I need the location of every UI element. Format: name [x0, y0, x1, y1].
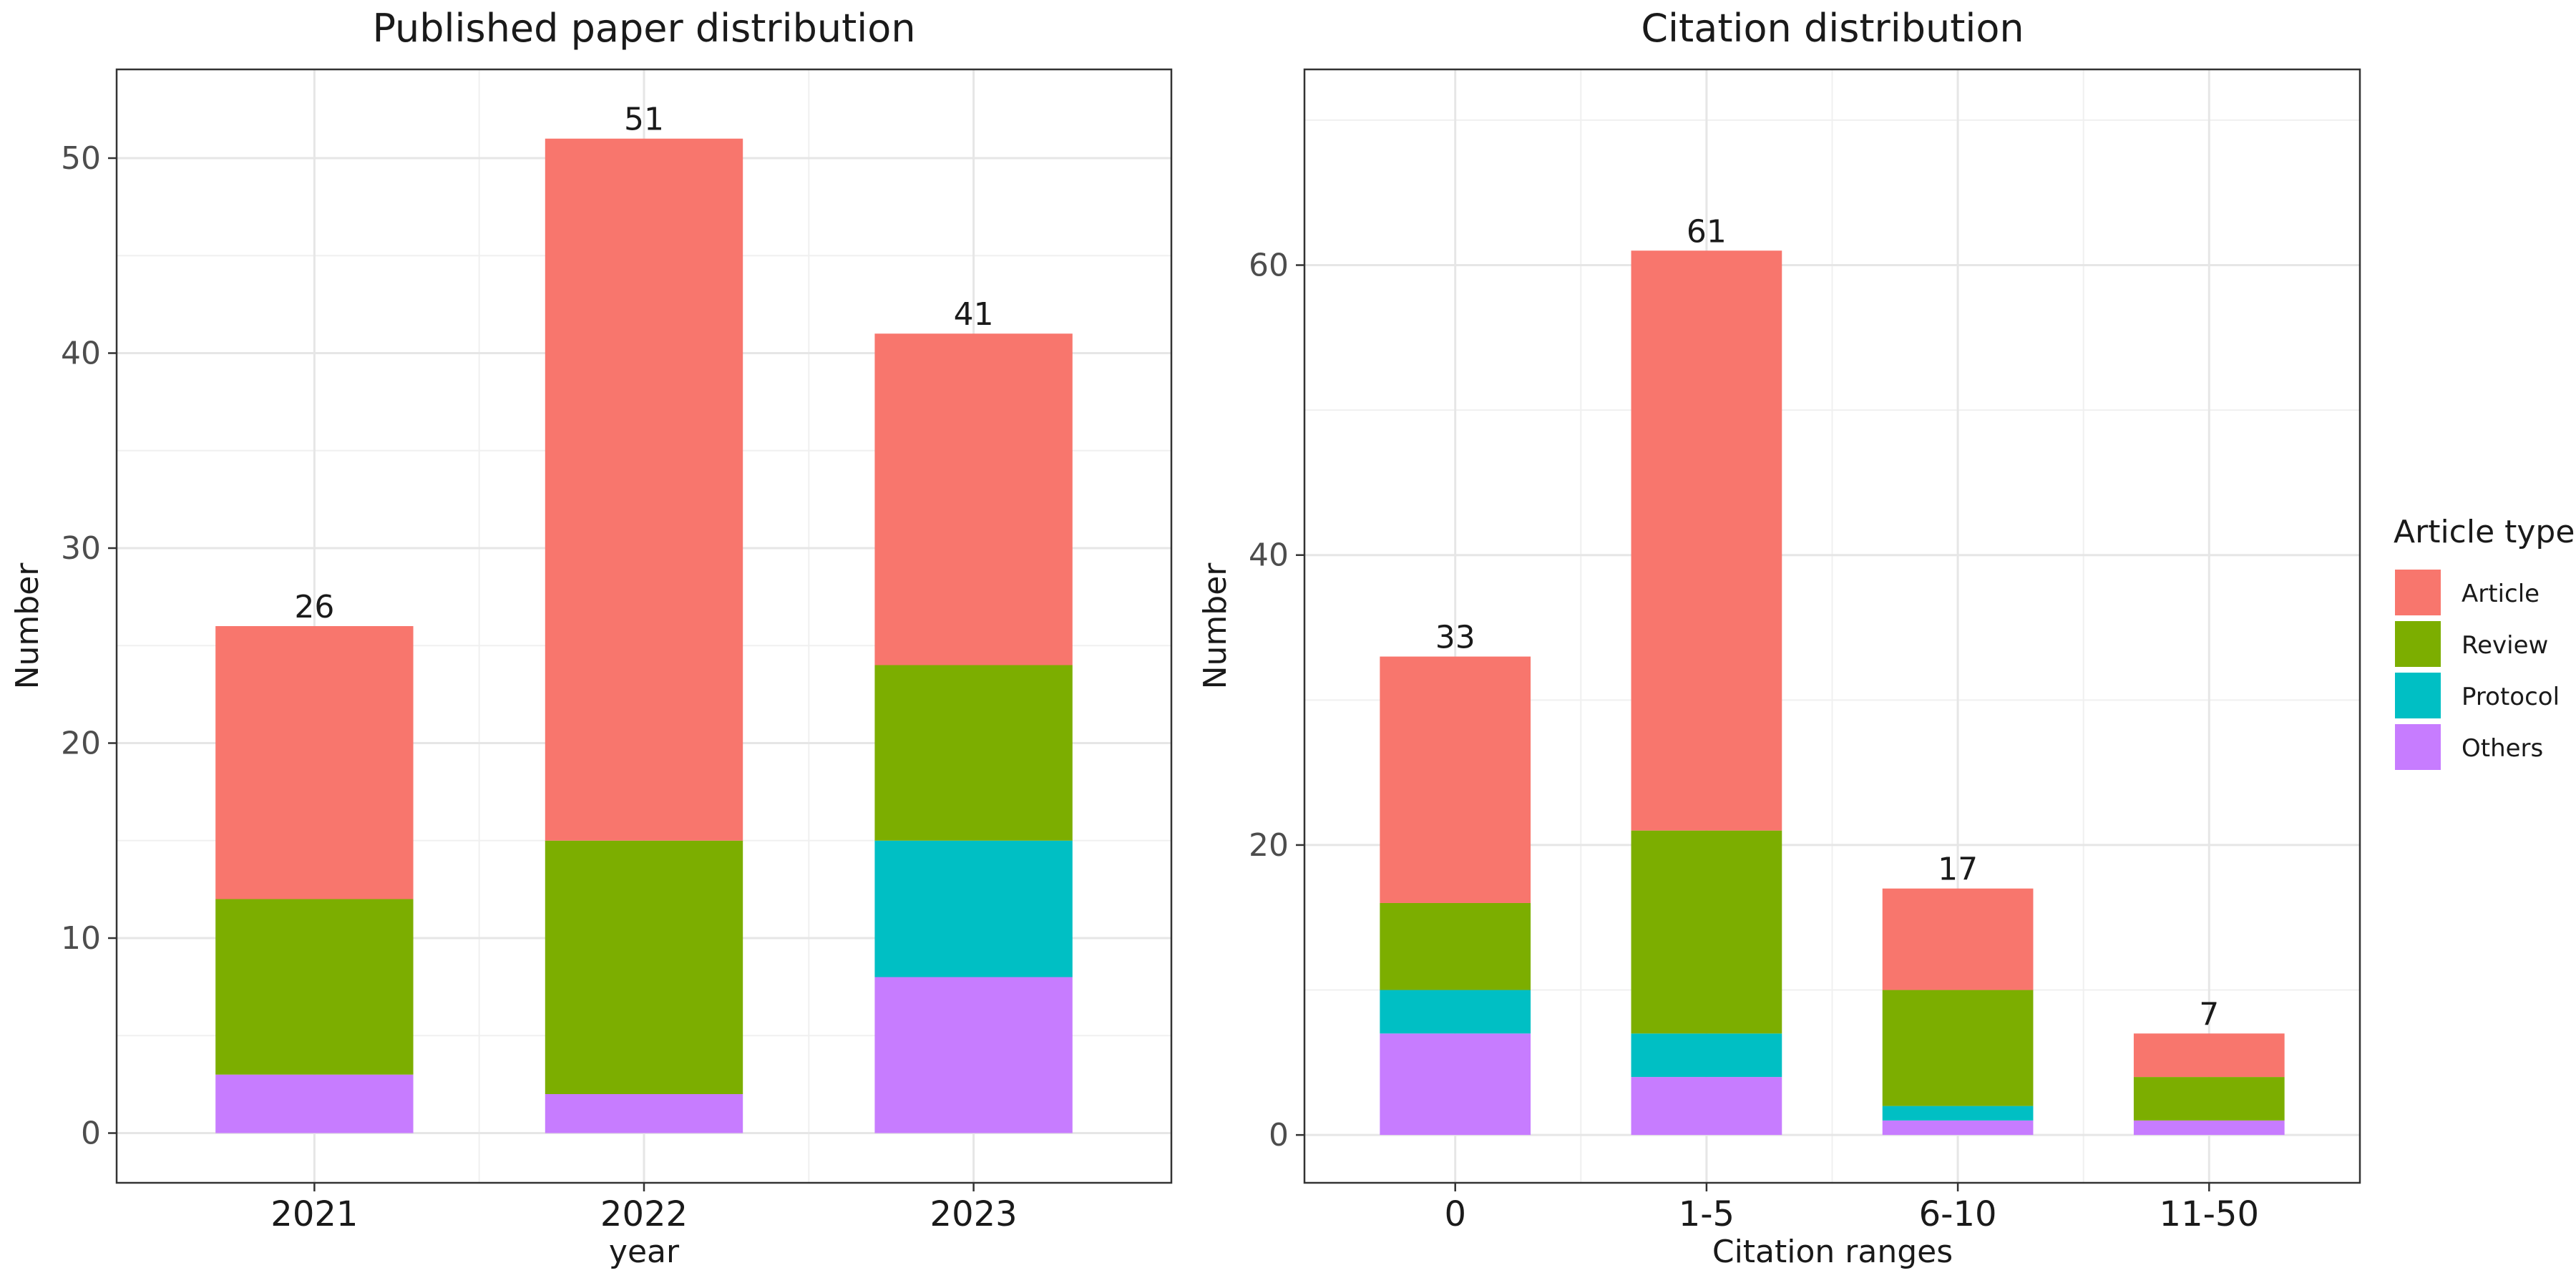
- chart1-bar-2023-protocol: [874, 840, 1073, 977]
- chart2-title: Citation distribution: [1641, 6, 2024, 51]
- chart2-bar-1-5-protocol: [1631, 1033, 1782, 1078]
- chart1-ytick-label: 20: [61, 726, 101, 762]
- chart1-bar-2022-article: [545, 138, 743, 841]
- chart2-x-axis-label: Citation ranges: [1712, 1234, 1953, 1270]
- chart2-bar-6-10-protocol: [1882, 1106, 2034, 1121]
- legend-label-review: Review: [2462, 631, 2549, 660]
- chart1-bar-2022-others: [545, 1094, 743, 1133]
- chart2-xtick-label-11-50: 11-50: [2160, 1194, 2259, 1234]
- chart1-title: Published paper distribution: [372, 6, 915, 51]
- chart1-xtick-label-2021: 2021: [270, 1194, 358, 1234]
- chart1-bar-2023-article: [874, 333, 1073, 665]
- chart1-bar-2022-review: [545, 840, 743, 1095]
- chart2-total-label-1-5: 61: [1687, 213, 1727, 250]
- chart1-ytick-label: 30: [61, 530, 101, 567]
- chart1-bar-2021-article: [215, 626, 414, 899]
- chart2-bar-0-others: [1380, 1033, 1531, 1136]
- legend-swatch-others: [2395, 724, 2441, 770]
- chart2-bar-6-10-article: [1882, 888, 2034, 990]
- chart1-total-label-2021: 26: [294, 589, 334, 625]
- chart2-ytick-label: 60: [1249, 248, 1289, 284]
- legend-label-others: Others: [2462, 734, 2544, 763]
- chart1-bar-2021-others: [215, 1074, 414, 1133]
- chart2-bar-11-50-review: [2133, 1077, 2285, 1121]
- chart2-xtick-label-1-5: 1-5: [1679, 1194, 1735, 1234]
- chart2-panel-border: [1303, 68, 2361, 1184]
- legend-swatch-protocol: [2395, 673, 2441, 718]
- legend-item-article: Article: [2394, 564, 2576, 615]
- legend: Article type Article Review Protocol Oth…: [2394, 514, 2576, 771]
- chart2-xtick-label-0: 0: [1444, 1194, 1466, 1234]
- chart1-bar-2023-review: [874, 665, 1073, 841]
- chart1-bar-2021-review: [215, 899, 414, 1075]
- chart2-total-label-11-50: 7: [2199, 996, 2219, 1033]
- chart2-ytick-label: 40: [1249, 537, 1289, 574]
- chart2-xtick-label-6-10: 6-10: [1919, 1194, 1997, 1234]
- legend-title: Article type: [2394, 514, 2575, 550]
- chart2-bar-11-50-others: [2133, 1120, 2285, 1136]
- chart1-ytick-label: 0: [81, 1116, 101, 1152]
- chart2-bar-0-article: [1380, 656, 1531, 903]
- chart2-bar-1-5-article: [1631, 250, 1782, 831]
- chart2-bar-1-5-others: [1631, 1077, 1782, 1136]
- legend-swatch-article: [2395, 570, 2441, 615]
- chart1-ytick-label: 40: [61, 335, 101, 371]
- chart2-total-label-0: 33: [1435, 620, 1475, 656]
- chart1-ytick-label: 10: [61, 920, 101, 957]
- chart2-bar-0-protocol: [1380, 990, 1531, 1034]
- chart2-y-axis-label: Number: [1197, 562, 1234, 690]
- chart1-total-label-2023: 41: [954, 296, 994, 333]
- chart2-bar-1-5-review: [1631, 830, 1782, 1034]
- chart1-y-axis-label: Number: [9, 562, 46, 690]
- chart2-bar-0-review: [1380, 902, 1531, 990]
- legend-label-article: Article: [2462, 580, 2540, 608]
- legend-swatch-review: [2395, 621, 2441, 667]
- chart2-ytick-label: 0: [1269, 1117, 1289, 1153]
- chart1-ytick-label: 50: [61, 140, 101, 177]
- chart1-total-label-2022: 51: [624, 102, 664, 138]
- legend-item-review: Review: [2394, 615, 2576, 667]
- chart1-x-axis-label: year: [609, 1234, 680, 1270]
- chart1-xtick-label-2022: 2022: [600, 1194, 688, 1234]
- chart1-xtick-label-2023: 2023: [930, 1194, 1018, 1234]
- chart2-bar-11-50-article: [2133, 1033, 2285, 1078]
- chart2-ytick-label: 20: [1249, 827, 1289, 864]
- chart1-bar-2023-others: [874, 977, 1073, 1133]
- chart2-total-label-6-10: 17: [1938, 852, 1978, 888]
- legend-item-others: Others: [2394, 718, 2576, 770]
- legend-label-protocol: Protocol: [2462, 683, 2560, 711]
- chart2-bar-6-10-others: [1882, 1120, 2034, 1136]
- chart2-bar-6-10-review: [1882, 990, 2034, 1106]
- legend-item-protocol: Protocol: [2394, 667, 2576, 718]
